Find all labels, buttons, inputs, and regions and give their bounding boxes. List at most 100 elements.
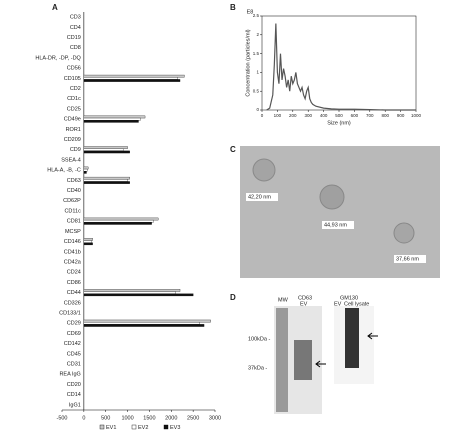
bar <box>83 181 130 184</box>
bar <box>83 238 93 241</box>
bar <box>83 289 181 292</box>
label-box <box>394 255 426 263</box>
label-box <box>322 221 354 229</box>
x-tick-label: 2000 <box>165 415 177 421</box>
category-label: CD20 <box>67 382 81 388</box>
bar <box>83 222 152 225</box>
category-label: CD45 <box>67 351 81 357</box>
lane-label: EV <box>334 301 342 307</box>
ev-lane <box>294 340 312 380</box>
y-tick-label: 2.5 <box>253 13 260 18</box>
vesicle <box>319 184 345 210</box>
label-box <box>246 193 278 201</box>
category-label: CD62P <box>63 198 81 204</box>
x-tick-label: 0 <box>82 415 85 421</box>
category-label: CD44 <box>67 290 81 296</box>
category-label: REA IgG <box>59 372 80 378</box>
category-label: CD86 <box>67 280 81 286</box>
bar <box>83 120 139 123</box>
lane-label: EV <box>300 301 308 307</box>
category-label: IgG1 <box>69 402 81 408</box>
bar <box>83 148 124 152</box>
size-label: 37,66 nm <box>396 256 419 262</box>
category-label: CD2 <box>70 86 81 92</box>
x-tick-label: 1000 <box>121 415 133 421</box>
category-label: CD81 <box>67 219 81 225</box>
arrow <box>367 332 378 340</box>
bar <box>83 166 89 170</box>
x-tick-label: 500 <box>101 415 110 421</box>
bar <box>83 219 154 223</box>
category-label: CD63 <box>67 178 81 184</box>
x-tick-label: 900 <box>397 113 405 118</box>
category-label: CD69 <box>67 331 81 337</box>
legend-label: EV3 <box>170 425 180 431</box>
bar <box>83 291 176 294</box>
y-axis-label: Concentration (particles/ml) <box>245 29 251 96</box>
size-label: 44,93 nm <box>324 222 347 228</box>
legend-label: EV1 <box>106 425 116 431</box>
legend-swatch <box>99 424 105 430</box>
category-label: CD146 <box>64 239 81 245</box>
category-label: CD42a <box>64 259 82 265</box>
lane-label: Cell lysate <box>344 301 369 307</box>
series-line <box>266 23 416 111</box>
bar <box>83 324 205 327</box>
category-label: CD142 <box>64 341 81 347</box>
category-label: HLA-A, -B, -C <box>47 168 81 174</box>
panel-label: B <box>230 3 236 12</box>
arrow <box>315 360 326 368</box>
category-label: CD3 <box>70 15 81 21</box>
category-label: CD24 <box>67 270 81 276</box>
x-tick-label: 700 <box>366 113 374 118</box>
category-label: CD9 <box>70 147 81 153</box>
category-label: CD209 <box>64 137 81 143</box>
category-label: CD29 <box>67 321 81 327</box>
category-label: CD40 <box>67 188 81 194</box>
category-label: CD19 <box>67 35 81 41</box>
x-tick-label: -500 <box>56 415 67 421</box>
panel-label: C <box>230 145 236 154</box>
x-tick-label: 1000 <box>411 113 422 118</box>
category-label: MCSP <box>65 229 81 235</box>
bar <box>83 217 159 221</box>
x-tick-label: 3000 <box>209 415 221 421</box>
category-label: CD31 <box>67 362 81 368</box>
y-multiplier: E8 <box>247 9 254 15</box>
category-label: HLA-DR, -DP, -DQ <box>35 55 81 61</box>
size-label: 42,20 nm <box>248 194 271 200</box>
bar <box>83 242 93 246</box>
y-tick-label: 0 <box>256 107 259 112</box>
bar <box>83 79 181 82</box>
bar <box>83 146 128 149</box>
y-tick-label: 1.5 <box>253 51 260 56</box>
marker-label: 100kDa - <box>248 336 270 342</box>
legend-swatch <box>163 424 169 430</box>
legend-swatch <box>131 424 137 430</box>
vesicle <box>393 222 415 244</box>
bar <box>83 179 128 182</box>
legend-label: EV2 <box>138 425 148 431</box>
category-label: CD326 <box>64 300 81 306</box>
category-label: CD11c <box>64 208 81 214</box>
x-tick-label: 1500 <box>143 415 155 421</box>
category-label: ROR1 <box>66 127 81 133</box>
plot-frame <box>261 15 417 111</box>
bar <box>83 77 178 80</box>
x-tick-label: 0 <box>261 113 264 118</box>
category-label: CD41b <box>64 249 81 255</box>
bar <box>83 171 87 174</box>
marker-label: 37kDa - <box>248 365 267 371</box>
category-label: CD1c <box>67 96 81 102</box>
category-label: CD25 <box>67 106 81 112</box>
bar <box>83 240 92 243</box>
category-label: CD14 <box>67 392 81 398</box>
bar <box>83 74 185 78</box>
category-label: CD105 <box>64 76 81 82</box>
category-label: CD8 <box>70 45 81 51</box>
x-tick-label: 100 <box>274 113 282 118</box>
bar <box>83 176 130 180</box>
x-tick-label: 800 <box>381 113 389 118</box>
bar <box>83 150 130 154</box>
bar <box>83 115 146 119</box>
